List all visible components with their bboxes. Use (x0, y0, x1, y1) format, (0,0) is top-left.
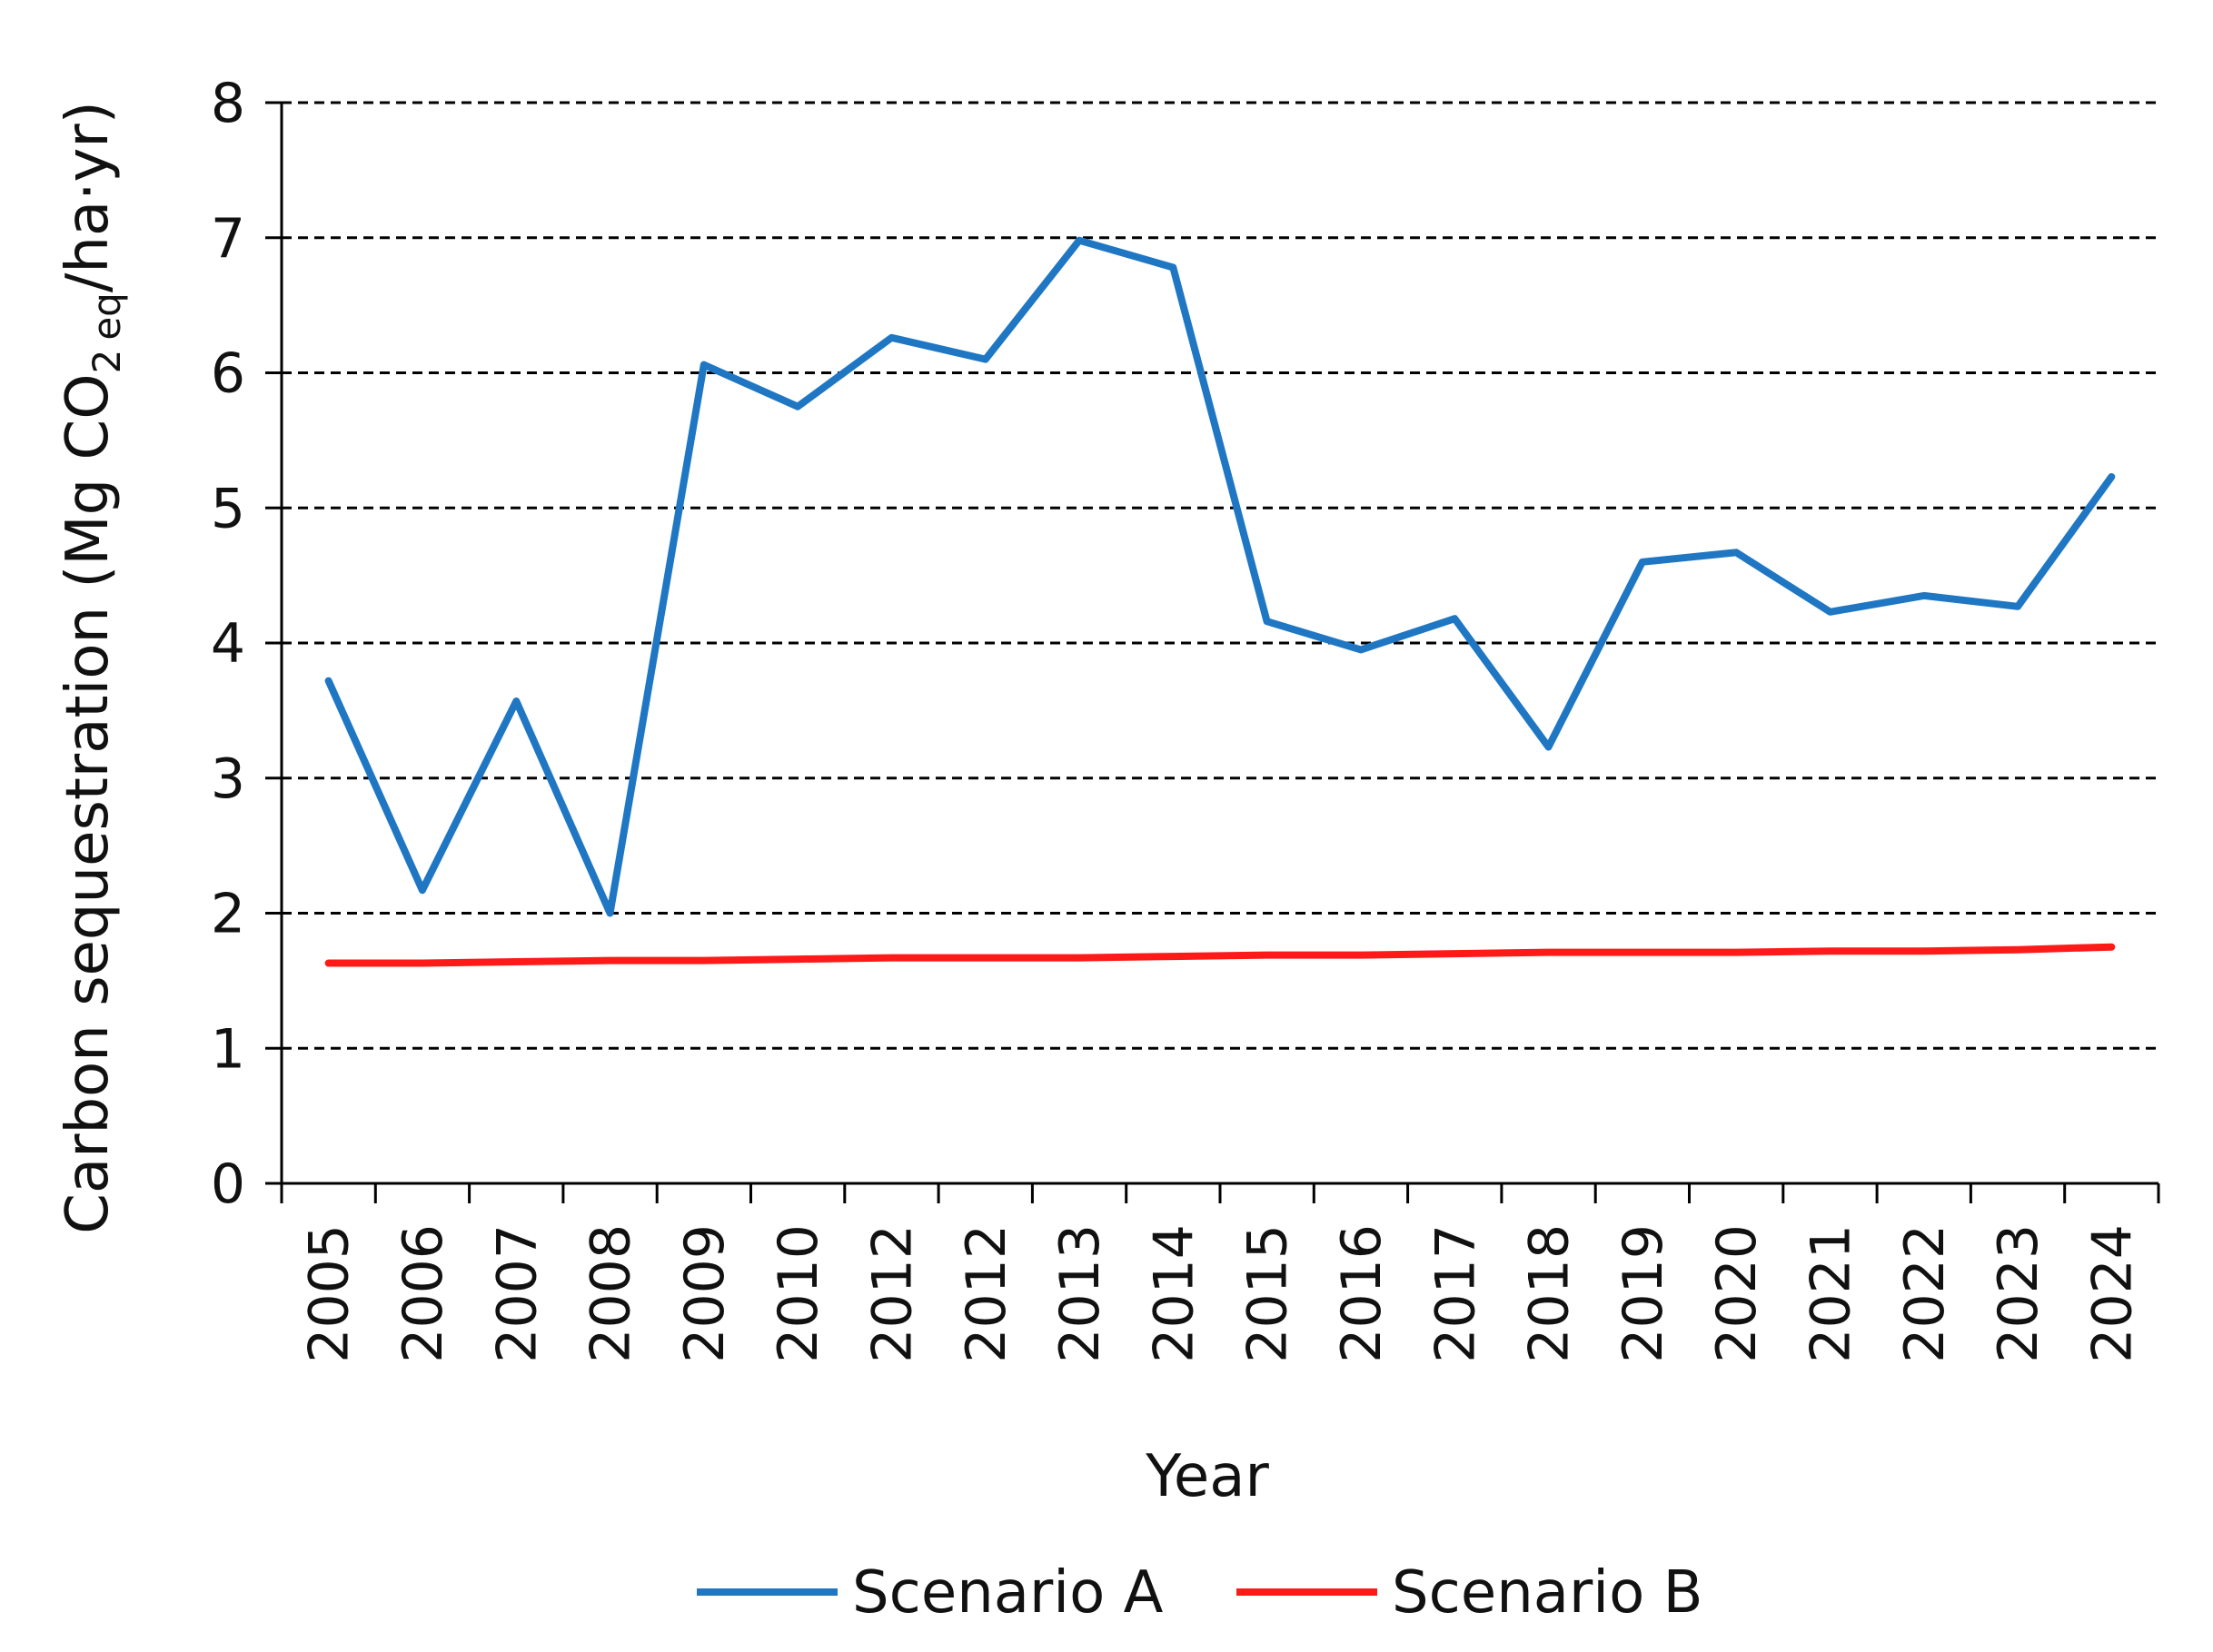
x-tick-label-2021: 2021 (1799, 1224, 1862, 1363)
y-tick-label-5: 5 (211, 477, 245, 540)
y-axis-title-sub-eq: eq (84, 292, 129, 341)
gridlines (282, 101, 2158, 1050)
x-tick-label-2014: 2014 (1142, 1224, 1206, 1363)
legend-label-scenario-b: Scenario B (1392, 1559, 1702, 1627)
x-tick-labels: 2005 2006 2007 2008 2009 2010 2012 2012 2013 2014… (298, 1224, 2145, 1363)
y-axis-title-prefix: Carbon sequestration (Mg CO (55, 373, 122, 1233)
x-tick-label-2017: 2017 (1424, 1224, 1487, 1363)
y-tick-label-4: 4 (211, 612, 245, 676)
y-tick-label-2: 2 (211, 883, 245, 946)
series-line-scenario-a (324, 236, 2116, 917)
x-tick-label-2005: 2005 (298, 1224, 362, 1363)
x-tick-label-2019: 2019 (1612, 1224, 1675, 1363)
y-tick-label-8: 8 (211, 72, 245, 135)
series-lines (324, 236, 2116, 967)
y-tick-label-6: 6 (211, 342, 245, 406)
y-tick-label-3: 3 (211, 747, 245, 811)
x-tick-label-2023: 2023 (1987, 1224, 2050, 1363)
x-tick-label-2013: 2013 (1048, 1224, 1112, 1363)
x-tick-label-2024: 2024 (2080, 1224, 2144, 1363)
x-tick-label-2012: 2012 (860, 1224, 924, 1363)
x-tick-label-2007: 2007 (485, 1224, 549, 1363)
legend-label-scenario-a: Scenario A (852, 1559, 1164, 1627)
y-axis-title: Carbon sequestration (Mg CO2 eq/ha·yr) (55, 101, 129, 1233)
x-tick-label-2010: 2010 (767, 1224, 830, 1363)
x-tick-label-2015: 2015 (1236, 1224, 1300, 1363)
series-line-scenario-b (324, 943, 2116, 967)
x-tick-label-2022: 2022 (1893, 1224, 1957, 1363)
legend: Scenario A Scenario B (697, 1559, 1702, 1627)
y-axis-title-suffix: /ha·yr) (55, 101, 122, 292)
y-axis-title-sub-2: 2 (84, 350, 129, 374)
x-tick-label-2018: 2018 (1518, 1224, 1582, 1363)
y-tick-label-7: 7 (211, 207, 245, 271)
x-tick-label-2009: 2009 (673, 1224, 737, 1363)
x-axis-title: Year (1145, 1443, 1269, 1510)
y-tick-label-1: 1 (211, 1017, 245, 1081)
x-tick-label-2006: 2006 (392, 1224, 455, 1363)
x-tick-label-2020: 2020 (1705, 1224, 1769, 1363)
x-tick-label-2008: 2008 (580, 1224, 643, 1363)
x-tick-label-2012: 2012 (955, 1224, 1018, 1363)
x-tick-label-2016: 2016 (1330, 1224, 1394, 1363)
y-tick-labels: 0 1 2 3 4 5 6 7 8 (211, 72, 245, 1216)
y-tick-label-0: 0 (211, 1152, 245, 1216)
axes (265, 101, 2160, 1203)
